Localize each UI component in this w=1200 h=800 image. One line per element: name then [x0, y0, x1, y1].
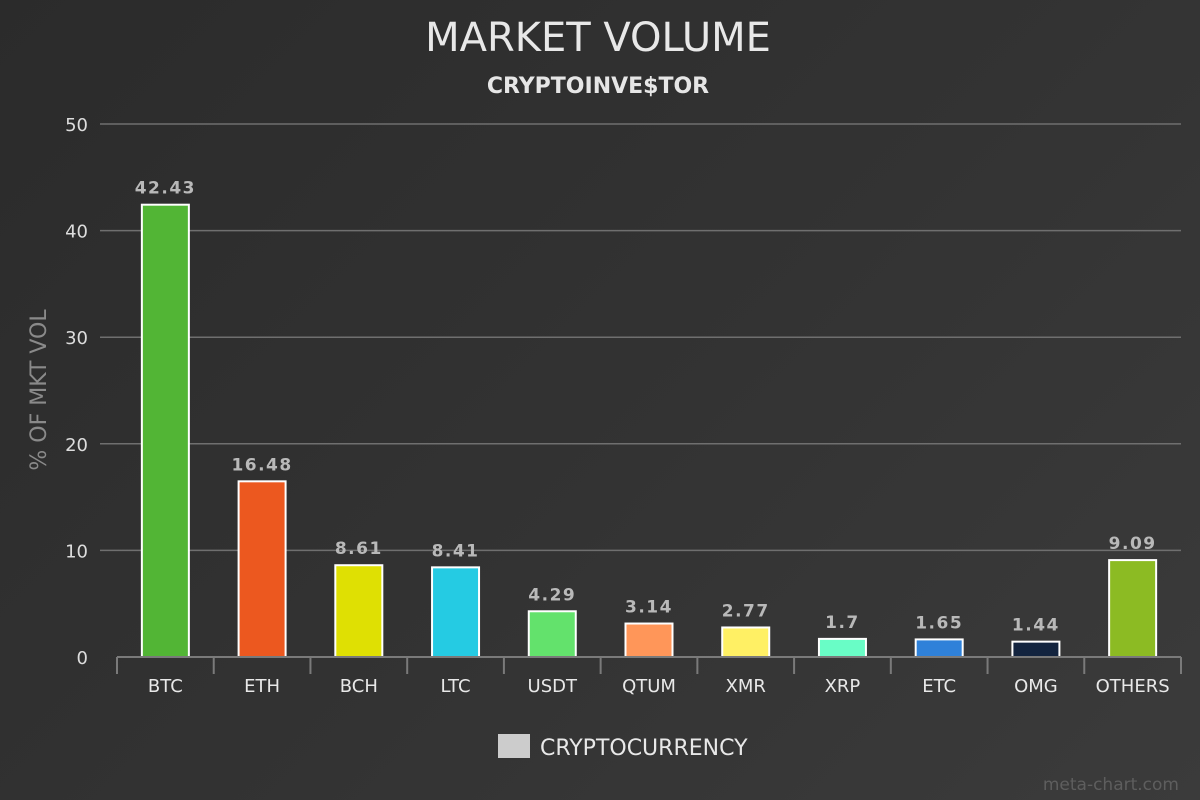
x-tick-label: BTC: [148, 676, 183, 697]
legend-label: CRYPTOCURRENCY: [540, 736, 748, 761]
x-tick-label: BCH: [340, 676, 378, 697]
bar-etc: [914, 638, 964, 659]
y-tick-label: 10: [65, 541, 88, 562]
data-label: 1.7: [825, 613, 860, 633]
gridlines: [100, 123, 1181, 552]
x-tick-label: OTHERS: [1096, 676, 1170, 697]
legend-swatch: [498, 734, 530, 758]
bar-xrp: [817, 637, 867, 658]
y-tick-label: 0: [77, 648, 88, 669]
data-label: 4.29: [528, 585, 576, 605]
bar-ltc: [431, 566, 481, 659]
x-tick-label: ETH: [244, 676, 280, 697]
data-label: 3.14: [625, 598, 673, 618]
data-label: 8.61: [335, 539, 383, 559]
bar-bch: [334, 564, 384, 659]
y-tick-label: 30: [65, 328, 88, 349]
y-axis-label: % OF MKT VOL: [27, 309, 52, 471]
legend: CRYPTOCURRENCY: [498, 734, 748, 761]
data-labels: 42.43 16.48 8.61 8.41 4.29 3.14 2.77 1.7 1.65 1.4…: [135, 179, 1157, 636]
data-label: 1.44: [1012, 616, 1060, 636]
x-tick-label: QTUM: [622, 676, 676, 697]
bar-omg: [1011, 640, 1061, 658]
data-label: 9.09: [1109, 534, 1157, 554]
data-label: 8.41: [432, 541, 480, 561]
bar-qtum: [624, 622, 674, 658]
bar-eth: [237, 480, 287, 659]
data-label: 1.65: [915, 613, 963, 633]
x-tick-label: LTC: [441, 676, 471, 697]
bar-btc: [140, 203, 190, 658]
x-tick-label: USDT: [528, 676, 578, 697]
bar-xmr: [721, 626, 771, 659]
chart-subtitle: CRYPTOINVE$TOR: [487, 74, 709, 99]
data-label: 42.43: [135, 179, 196, 199]
data-label: 2.77: [722, 601, 770, 621]
y-tick-label: 40: [65, 222, 88, 243]
bar-others: [1108, 559, 1158, 658]
x-tick-label: OMG: [1014, 676, 1058, 697]
bars: [140, 203, 1158, 659]
chart-title: MARKET VOLUME: [425, 15, 771, 61]
bar-usdt: [527, 610, 577, 659]
x-axis: BTC ETH BCH LTC USDT QTUM XMR XRP ETC OMG OTHERS: [116, 656, 1182, 697]
data-label: 16.48: [231, 455, 292, 475]
x-tick-label: ETC: [922, 676, 956, 697]
x-tick-label: XRP: [825, 676, 861, 697]
credit-text: meta-chart.com: [1043, 775, 1179, 795]
x-tick-label: XMR: [726, 676, 766, 697]
y-tick-label: 50: [65, 115, 88, 136]
y-tick-label: 20: [65, 435, 88, 456]
y-axis-ticks: 0 10 20 30 40 50: [65, 115, 88, 669]
